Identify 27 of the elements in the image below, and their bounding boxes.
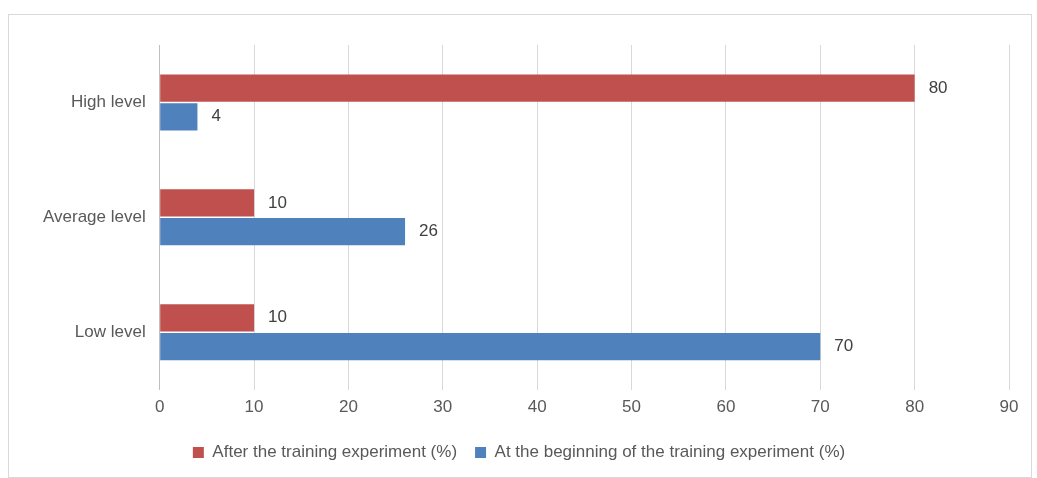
legend-label: After the training experiment (%) bbox=[212, 442, 458, 462]
x-tick-label: 90 bbox=[999, 397, 1019, 417]
bar bbox=[160, 304, 255, 332]
bar bbox=[160, 103, 198, 131]
data-label: 10 bbox=[268, 192, 287, 212]
bar bbox=[160, 74, 915, 102]
x-tick-label: 50 bbox=[622, 397, 641, 417]
x-tick-label: 40 bbox=[527, 397, 547, 417]
bar bbox=[160, 332, 821, 361]
data-label: 10 bbox=[268, 307, 287, 327]
x-tick-label: 70 bbox=[810, 397, 830, 417]
x-tick-label: 60 bbox=[716, 397, 736, 417]
data-label: 70 bbox=[834, 336, 854, 356]
data-label: 80 bbox=[928, 77, 948, 97]
y-tick-label: Average level bbox=[42, 206, 146, 226]
data-label: 4 bbox=[211, 106, 221, 126]
x-tick-label: 80 bbox=[905, 397, 925, 417]
y-tick-label: High level bbox=[71, 92, 146, 112]
data-label: 26 bbox=[419, 221, 438, 241]
x-tick-label: 0 bbox=[154, 397, 165, 417]
bar bbox=[160, 218, 406, 246]
x-tick-label: 30 bbox=[433, 397, 453, 417]
x-tick-label: 10 bbox=[244, 397, 264, 417]
y-tick-label: Low level bbox=[74, 321, 146, 341]
bar bbox=[160, 189, 255, 217]
x-tick-label: 20 bbox=[338, 397, 358, 417]
legend-label: At the beginning of the training experiment (%) bbox=[494, 442, 846, 462]
